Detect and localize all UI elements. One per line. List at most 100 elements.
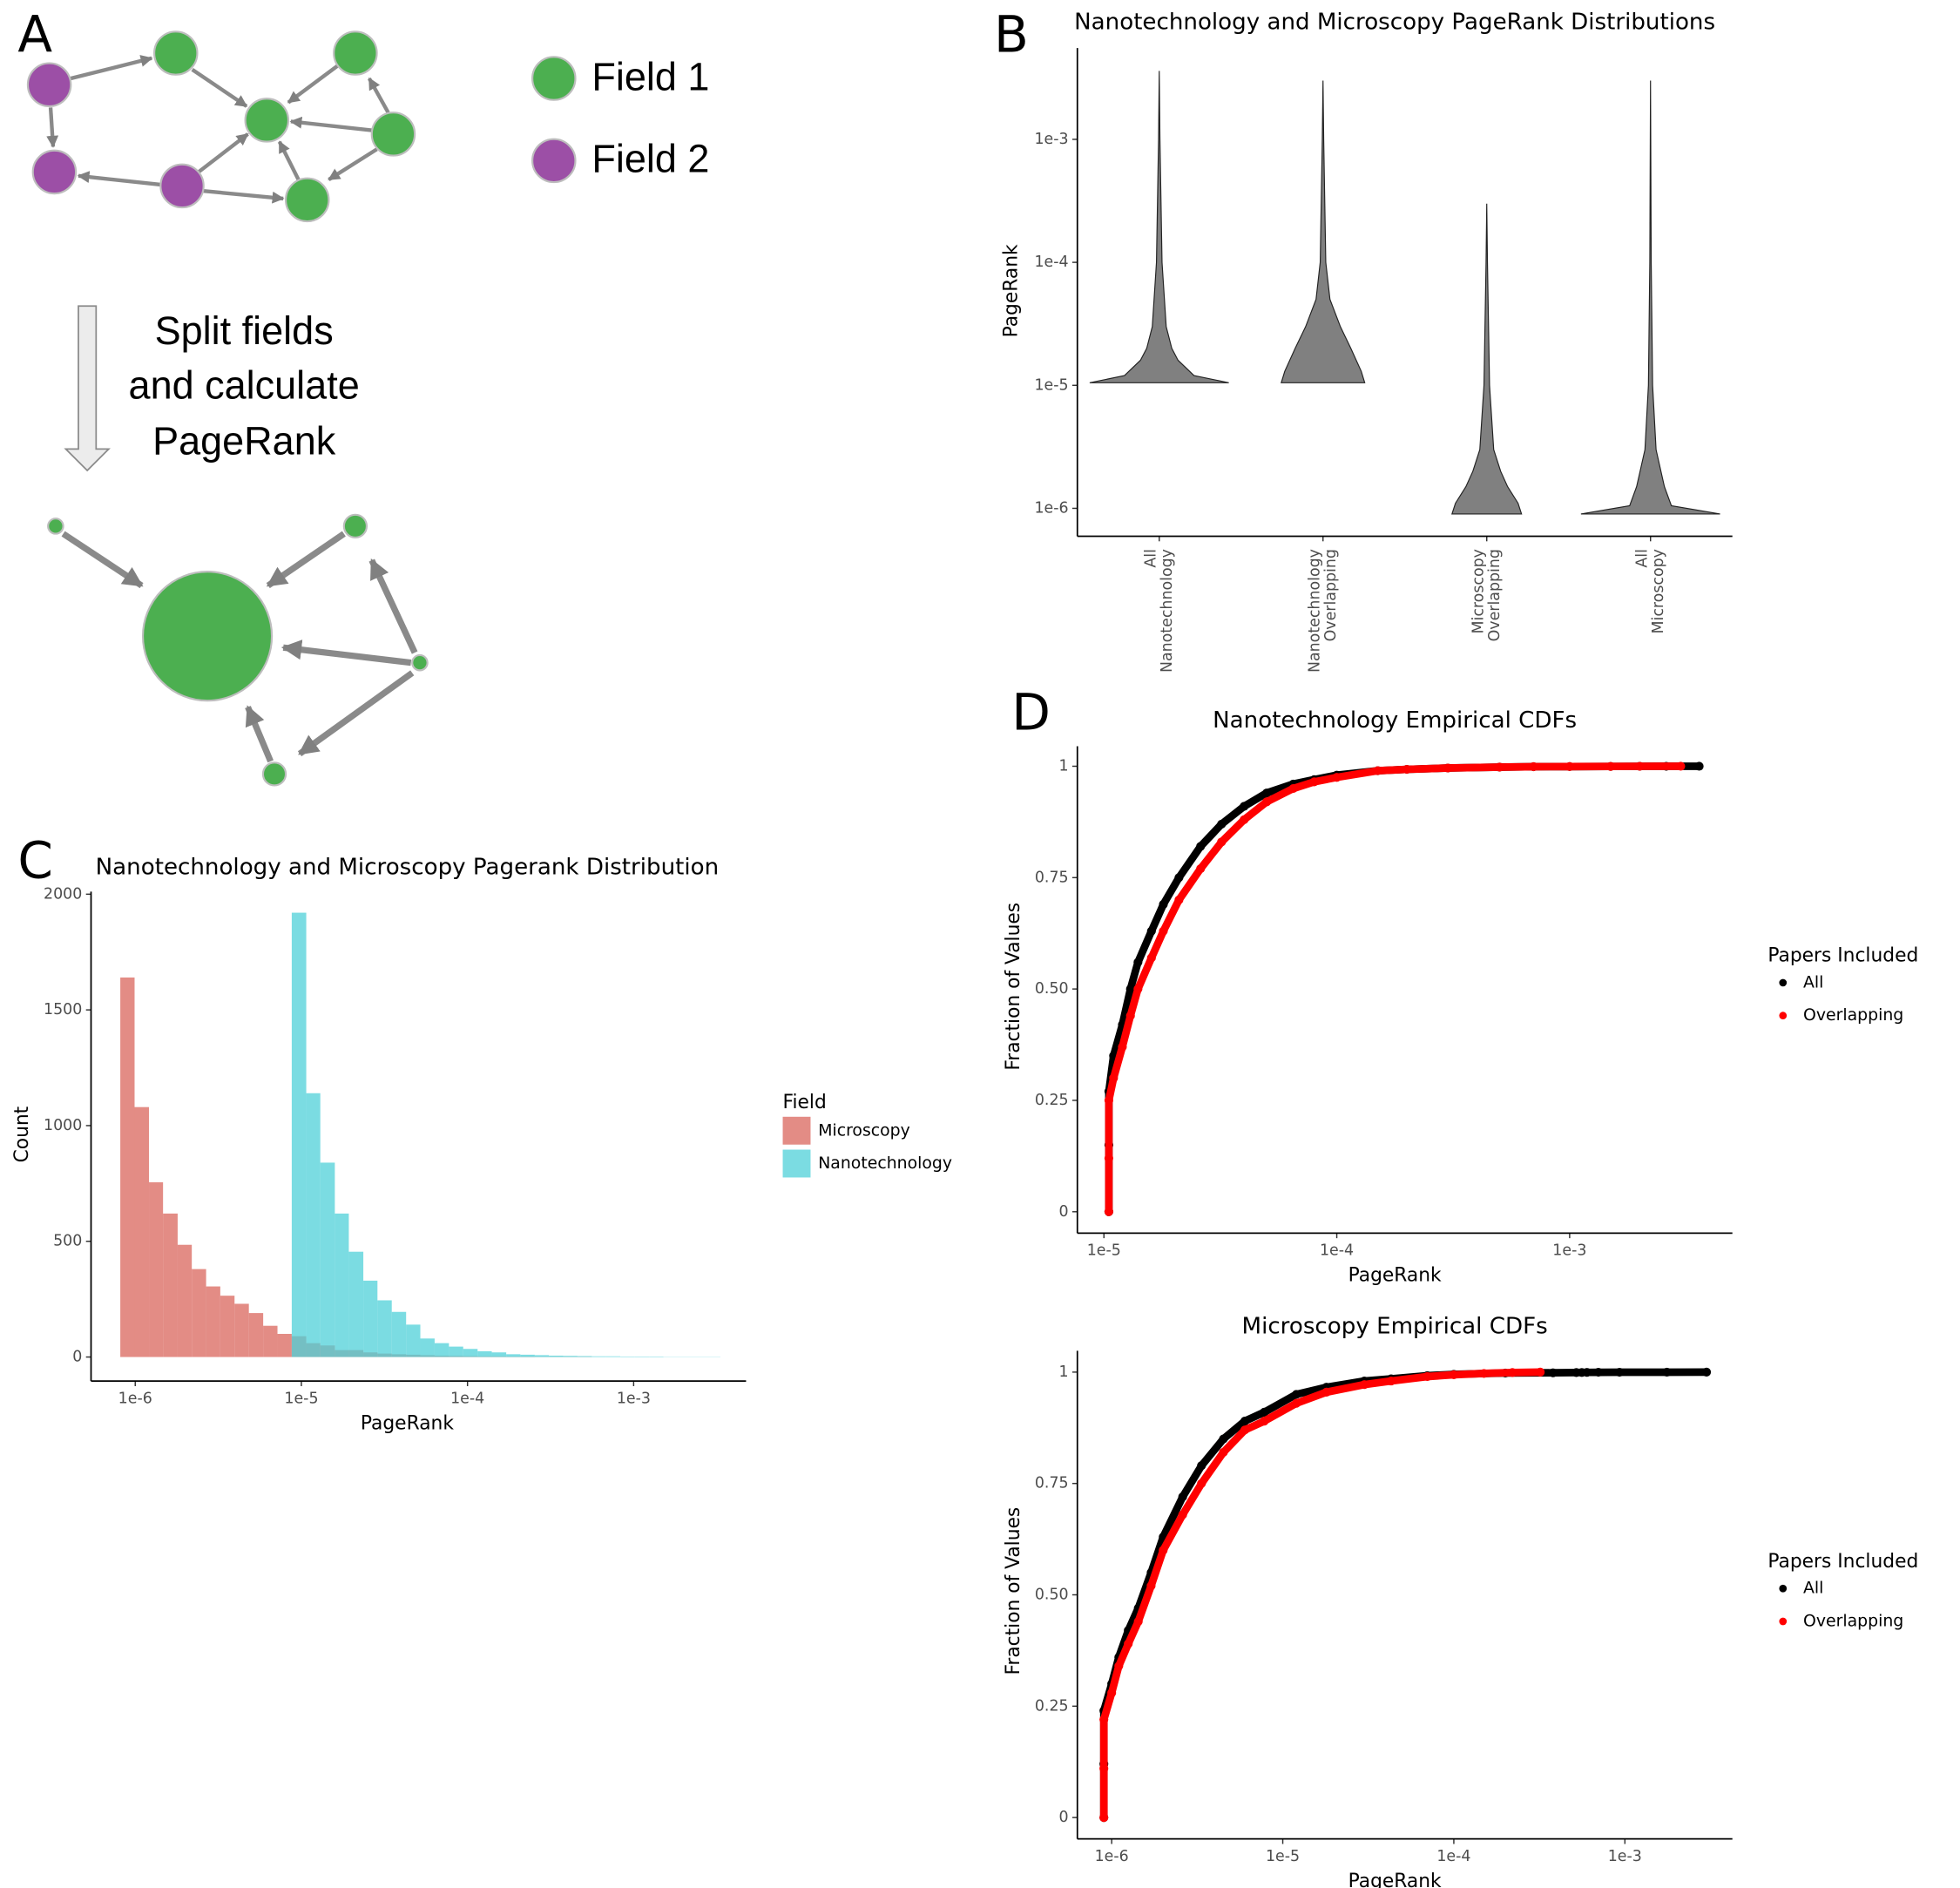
point	[1423, 1371, 1432, 1382]
bar	[206, 1286, 220, 1357]
violin	[1089, 71, 1229, 383]
point	[1124, 1639, 1133, 1648]
point	[1099, 1715, 1109, 1724]
bar	[149, 1182, 164, 1357]
x-tick-label: 1e-4	[450, 1390, 484, 1407]
y-axis-label: Fraction of Values	[1003, 1507, 1024, 1675]
point	[1288, 783, 1298, 794]
panel-label: C	[17, 831, 53, 890]
panel-a: A Field 1 Field 2 Split fields and calcu…	[17, 5, 709, 787]
y-tick-label: 0.50	[1035, 1586, 1069, 1603]
point	[1565, 761, 1574, 771]
legend-swatch	[782, 1116, 811, 1145]
point	[1529, 761, 1538, 772]
point	[1676, 761, 1686, 771]
point	[1133, 985, 1143, 994]
bar	[477, 1350, 492, 1357]
point	[1386, 1377, 1396, 1386]
point	[1548, 1368, 1558, 1377]
ecdf-line	[1105, 762, 1703, 1216]
x-tick-label: All	[1142, 549, 1159, 568]
point	[1146, 926, 1156, 936]
bar	[391, 1311, 407, 1357]
x-tick-label: 1e-4	[1320, 1242, 1354, 1260]
bar	[577, 1356, 592, 1357]
x-tick-label: 1e-3	[1552, 1242, 1586, 1260]
legend-label: Field 2	[591, 137, 709, 181]
legend-title: Papers Included	[1767, 1551, 1918, 1573]
bar	[177, 1244, 193, 1357]
x-tick-label: Overlapping	[1322, 549, 1340, 641]
point	[1262, 797, 1272, 807]
bar	[306, 1093, 321, 1357]
point	[1332, 773, 1342, 782]
panel-label: D	[1011, 683, 1051, 742]
y-tick-label: 0.75	[1035, 1475, 1069, 1492]
step-text: PageRank	[152, 418, 336, 463]
x-tick-label: 1e-5	[1266, 1848, 1300, 1865]
x-tick-label: Nanotechnology	[1159, 549, 1176, 673]
y-tick-label: 1e-5	[1034, 376, 1068, 394]
legend-swatch	[782, 1149, 811, 1178]
point	[1159, 899, 1168, 910]
point	[1292, 1398, 1301, 1408]
bar	[506, 1354, 521, 1357]
x-tick-label: Nanotechnology	[1306, 549, 1323, 673]
x-tick-label: 1e-6	[1095, 1848, 1129, 1865]
x-axis-label: PageRank	[361, 1413, 454, 1435]
panel-label: A	[17, 5, 52, 64]
point	[1197, 1479, 1206, 1488]
violin	[1451, 203, 1523, 515]
bar	[491, 1352, 507, 1357]
point	[1260, 1407, 1269, 1417]
chart-title: Nanotechnology and Microscopy PageRank D…	[1074, 10, 1715, 36]
bar	[449, 1346, 463, 1357]
bar	[248, 1313, 264, 1357]
x-tick-label: 1e-3	[1608, 1848, 1642, 1865]
point	[1196, 863, 1206, 874]
y-tick-label: 1500	[44, 1001, 82, 1018]
bar	[163, 1213, 178, 1357]
point	[1217, 837, 1227, 847]
point	[1109, 1073, 1119, 1083]
y-tick-label: 1	[1059, 1364, 1069, 1381]
legend-label: Overlapping	[1803, 1005, 1903, 1025]
point	[1159, 926, 1168, 936]
point	[1536, 1367, 1545, 1377]
y-tick-label: 1e-4	[1034, 254, 1068, 271]
x-tick-label: 1e-5	[1087, 1242, 1121, 1260]
bar	[463, 1349, 478, 1357]
point	[1133, 958, 1143, 967]
point	[1292, 1390, 1301, 1399]
bar	[134, 1106, 150, 1357]
point	[1605, 761, 1616, 771]
violin	[1580, 80, 1720, 515]
x-tick-label: 1e-6	[118, 1390, 152, 1407]
y-tick-label: 0	[72, 1349, 82, 1366]
point	[1219, 1434, 1228, 1444]
bar	[192, 1269, 206, 1357]
y-axis-label: Count	[11, 1106, 33, 1162]
down-arrow	[64, 305, 111, 472]
point	[1662, 1367, 1672, 1377]
violin	[1281, 80, 1366, 383]
point	[1479, 1369, 1489, 1378]
bar	[534, 1355, 550, 1357]
point	[1373, 766, 1382, 775]
point	[1262, 788, 1272, 798]
y-tick-label: 1	[1059, 757, 1069, 775]
bar	[420, 1338, 435, 1357]
nodes	[47, 513, 429, 787]
point	[1360, 1380, 1369, 1390]
bar	[434, 1343, 449, 1357]
y-axis-label: PageRank	[1000, 244, 1022, 337]
x-tick-label: Microscopy	[1650, 549, 1667, 633]
legend-label: All	[1803, 972, 1823, 991]
point	[1104, 1095, 1114, 1106]
ecdf-line	[1105, 762, 1685, 1216]
legend-dot	[1779, 1584, 1788, 1593]
y-tick-label: 2000	[44, 885, 82, 903]
point	[1104, 1154, 1114, 1163]
y-tick-label: 1000	[44, 1117, 82, 1134]
